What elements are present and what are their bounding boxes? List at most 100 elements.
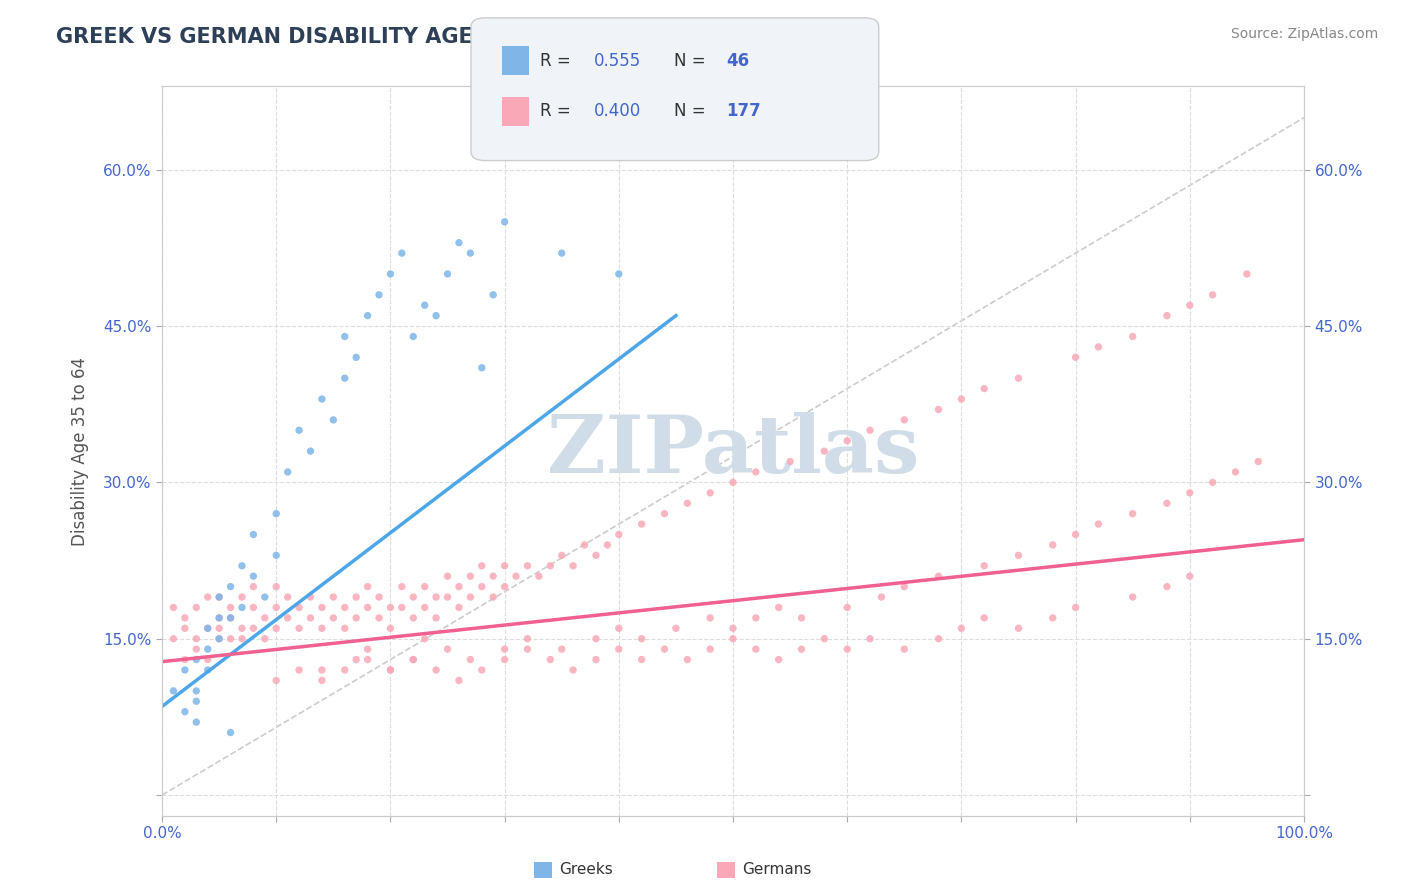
Text: 46: 46: [725, 52, 749, 70]
Point: [356, 580, 378, 594]
Point: [288, 423, 311, 437]
Point: [482, 287, 505, 301]
Point: [1122, 507, 1144, 521]
Point: [973, 558, 995, 573]
Point: [859, 423, 882, 437]
Point: [288, 621, 311, 635]
Text: N =: N =: [673, 103, 710, 120]
Point: [551, 642, 574, 657]
Point: [585, 549, 607, 563]
Point: [288, 663, 311, 677]
Point: [311, 600, 333, 615]
Point: [607, 621, 630, 635]
Text: Greeks: Greeks: [560, 863, 613, 877]
Point: [928, 402, 950, 417]
Point: [186, 652, 208, 666]
Point: [186, 642, 208, 657]
Point: [494, 652, 516, 666]
Point: [208, 632, 231, 646]
Text: ZIPatlas: ZIPatlas: [547, 412, 920, 490]
Point: [1007, 549, 1029, 563]
Point: [186, 694, 208, 708]
Point: [607, 527, 630, 541]
Point: [516, 632, 538, 646]
Point: [231, 600, 253, 615]
Point: [208, 590, 231, 604]
Point: [447, 235, 470, 250]
Point: [425, 590, 447, 604]
Point: [264, 621, 287, 635]
Point: [1156, 580, 1178, 594]
Point: [436, 569, 458, 583]
Point: [585, 632, 607, 646]
Point: [551, 246, 574, 260]
Point: [208, 632, 231, 646]
Point: [277, 465, 299, 479]
Point: [562, 663, 585, 677]
Point: [333, 371, 356, 385]
Point: [380, 267, 402, 281]
Point: [186, 683, 208, 698]
Point: [264, 580, 287, 594]
Point: [413, 600, 436, 615]
Point: [162, 600, 184, 615]
Point: [1156, 309, 1178, 323]
Text: R =: R =: [540, 103, 576, 120]
Point: [186, 715, 208, 730]
Point: [721, 475, 744, 490]
Point: [516, 558, 538, 573]
Point: [630, 517, 652, 532]
Point: [460, 590, 482, 604]
Point: [242, 621, 264, 635]
Point: [322, 590, 344, 604]
Point: [768, 652, 790, 666]
Point: [551, 549, 574, 563]
Point: [173, 652, 195, 666]
Point: [538, 558, 561, 573]
Point: [380, 600, 402, 615]
Point: [447, 600, 470, 615]
Point: [768, 600, 790, 615]
Point: [928, 569, 950, 583]
Point: [162, 683, 184, 698]
Point: [447, 673, 470, 688]
Point: [1064, 527, 1087, 541]
Point: [253, 611, 276, 625]
Point: [630, 652, 652, 666]
Point: [837, 434, 859, 448]
Point: [859, 632, 882, 646]
Point: [1201, 287, 1223, 301]
Point: [837, 642, 859, 657]
Text: 0.400: 0.400: [593, 103, 641, 120]
Point: [425, 611, 447, 625]
Point: [231, 558, 253, 573]
Point: [494, 642, 516, 657]
Point: [574, 538, 596, 552]
Point: [745, 611, 768, 625]
Point: [219, 611, 242, 625]
Point: [1225, 465, 1247, 479]
Point: [1247, 454, 1270, 468]
Point: [231, 632, 253, 646]
Point: [436, 642, 458, 657]
Point: [699, 642, 721, 657]
Text: GREEK VS GERMAN DISABILITY AGE 35 TO 64 CORRELATION CHART: GREEK VS GERMAN DISABILITY AGE 35 TO 64 …: [56, 27, 841, 46]
Point: [471, 580, 494, 594]
Point: [665, 621, 688, 635]
Point: [870, 590, 893, 604]
Point: [344, 351, 367, 365]
Point: [264, 507, 287, 521]
Point: [413, 580, 436, 594]
Point: [813, 444, 835, 458]
Point: [1064, 351, 1087, 365]
Point: [1178, 298, 1201, 312]
Point: [676, 496, 699, 510]
Point: [721, 621, 744, 635]
Point: [950, 621, 973, 635]
Point: [402, 329, 425, 343]
Point: [186, 600, 208, 615]
Point: [333, 621, 356, 635]
Point: [299, 444, 322, 458]
Point: [162, 632, 184, 646]
Point: [322, 611, 344, 625]
